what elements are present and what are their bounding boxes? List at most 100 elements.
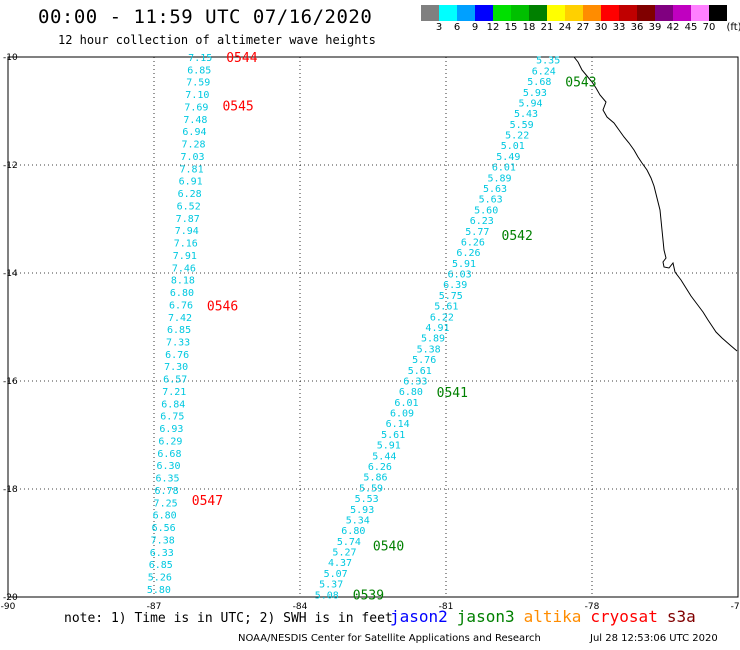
wave-height-value: 6.68 <box>157 449 181 460</box>
wave-height-value: 6.23 <box>470 216 494 227</box>
color-scale-label: 36 <box>630 22 644 33</box>
color-scale-label: 24 <box>558 22 572 33</box>
wave-height-value: 6.33 <box>150 548 174 559</box>
wave-height-value: 6.52 <box>177 201 201 212</box>
wave-height-value: 6.03 <box>448 270 472 281</box>
color-swatch <box>709 5 727 21</box>
wave-height-value: 5.89 <box>487 173 511 184</box>
altimeter-tracks: 7.156.857.597.107.697.486.947.287.037.81… <box>147 51 597 603</box>
generated-timestamp: Jul 28 12:53:06 UTC 2020 <box>590 633 718 644</box>
satellite-legend-jason3: jason3 <box>456 607 515 626</box>
color-swatch <box>457 5 475 21</box>
wave-height-value: 7.10 <box>185 90 209 101</box>
color-swatch <box>637 5 655 21</box>
color-scale-label: 18 <box>522 22 536 33</box>
wave-height-value: 6.57 <box>163 375 187 386</box>
pass-time-label: 0543 <box>565 75 596 90</box>
wave-height-value: 7.81 <box>180 164 204 175</box>
wave-height-value: 5.93 <box>350 505 374 516</box>
color-swatch <box>655 5 673 21</box>
color-swatch <box>601 5 619 21</box>
satellite-legend-altika: altika <box>523 607 582 626</box>
wave-height-value: 6.56 <box>152 523 176 534</box>
wave-height-value: 5.07 <box>324 569 348 580</box>
pass-time-label: 0545 <box>222 100 253 115</box>
wave-height-value: 5.63 <box>479 195 503 206</box>
wave-height-value: 5.22 <box>505 131 529 142</box>
wave-height-value: 5.27 <box>332 548 356 559</box>
wave-height-value: 6.78 <box>155 486 179 497</box>
wave-height-value: 6.01 <box>492 163 516 174</box>
wave-height-value: 6.24 <box>532 66 556 77</box>
wave-height-value: 5.94 <box>518 98 542 109</box>
color-scale-label: 15 <box>504 22 518 33</box>
wave-height-value: 5.53 <box>355 494 379 505</box>
coastline <box>573 56 738 352</box>
wave-height-value: 5.60 <box>474 205 498 216</box>
map-frame <box>7 56 739 598</box>
wave-height-value: 7.33 <box>166 338 190 349</box>
wave-height-value: 7.38 <box>151 535 175 546</box>
wave-height-value: 5.35 <box>536 56 560 67</box>
wave-height-value: 7.48 <box>183 115 207 126</box>
latitude-label: -12 <box>3 161 18 171</box>
wave-height-value: 6.39 <box>443 280 467 291</box>
wave-height-value: 8.18 <box>171 276 195 287</box>
wave-height-value: 5.68 <box>527 77 551 88</box>
wave-height-value: 7.94 <box>175 226 199 237</box>
wave-height-value: 6.22 <box>430 312 454 323</box>
color-swatch <box>421 5 439 21</box>
color-swatch <box>439 5 457 21</box>
wave-height-value: 5.74 <box>337 537 361 548</box>
wave-height-value: 7.21 <box>162 387 186 398</box>
wave-height-value: 6.76 <box>169 300 193 311</box>
page-subtitle: 12 hour collection of altimeter wave hei… <box>58 33 376 47</box>
wave-height-value: 6.85 <box>187 65 211 76</box>
wave-height-value: 6.85 <box>149 560 173 571</box>
color-scale-label: 33 <box>612 22 626 33</box>
color-swatch <box>529 5 547 21</box>
wave-height-value: 5.75 <box>439 291 463 302</box>
wave-height-value: 5.49 <box>496 152 520 163</box>
wave-height-value: 6.76 <box>165 350 189 361</box>
color-scale-label: 30 <box>594 22 608 33</box>
wave-height-value: 7.87 <box>176 214 200 225</box>
wave-height-value: 5.77 <box>465 227 489 238</box>
wave-height-value: 5.91 <box>377 441 401 452</box>
longitude-label: -78 <box>585 602 600 612</box>
wave-height-value: 5.80 <box>147 585 171 596</box>
color-swatch <box>691 5 709 21</box>
color-scale-label: 42 <box>666 22 680 33</box>
wave-height-value: 7.69 <box>184 102 208 113</box>
wave-height-value: 6.91 <box>179 177 203 188</box>
wave-height-value: 6.80 <box>341 526 365 537</box>
wave-height-value: 6.80 <box>399 387 423 398</box>
wave-height-value: 5.01 <box>501 141 525 152</box>
wave-height-value: 6.01 <box>394 398 418 409</box>
wave-height-value: 5.38 <box>417 344 441 355</box>
color-scale-label: 9 <box>471 22 479 33</box>
wave-height-value: 6.26 <box>456 248 480 259</box>
wave-height-value: 6.26 <box>461 237 485 248</box>
wave-height-value: 7.28 <box>181 140 205 151</box>
wave-height-value: 6.26 <box>368 462 392 473</box>
wave-height-value: 7.42 <box>168 313 192 324</box>
wave-height-value: 5.61 <box>434 302 458 313</box>
color-scale-bar <box>421 5 727 21</box>
wave-height-value: 6.30 <box>156 461 180 472</box>
color-swatch <box>619 5 637 21</box>
longitude-label: -90 <box>1 602 16 612</box>
color-swatch <box>673 5 691 21</box>
longitude-label: -75 <box>731 602 740 612</box>
color-swatch <box>583 5 601 21</box>
color-scale-label: 27 <box>576 22 590 33</box>
color-scale-label: 6 <box>453 22 461 33</box>
wave-height-value: 5.44 <box>372 451 396 462</box>
wave-height-value: 5.93 <box>523 88 547 99</box>
pass-time-label: 0544 <box>226 51 257 66</box>
wave-height-value: 6.94 <box>182 127 206 138</box>
wave-height-value: 5.34 <box>346 515 370 526</box>
wave-height-value: 5.59 <box>510 120 534 131</box>
